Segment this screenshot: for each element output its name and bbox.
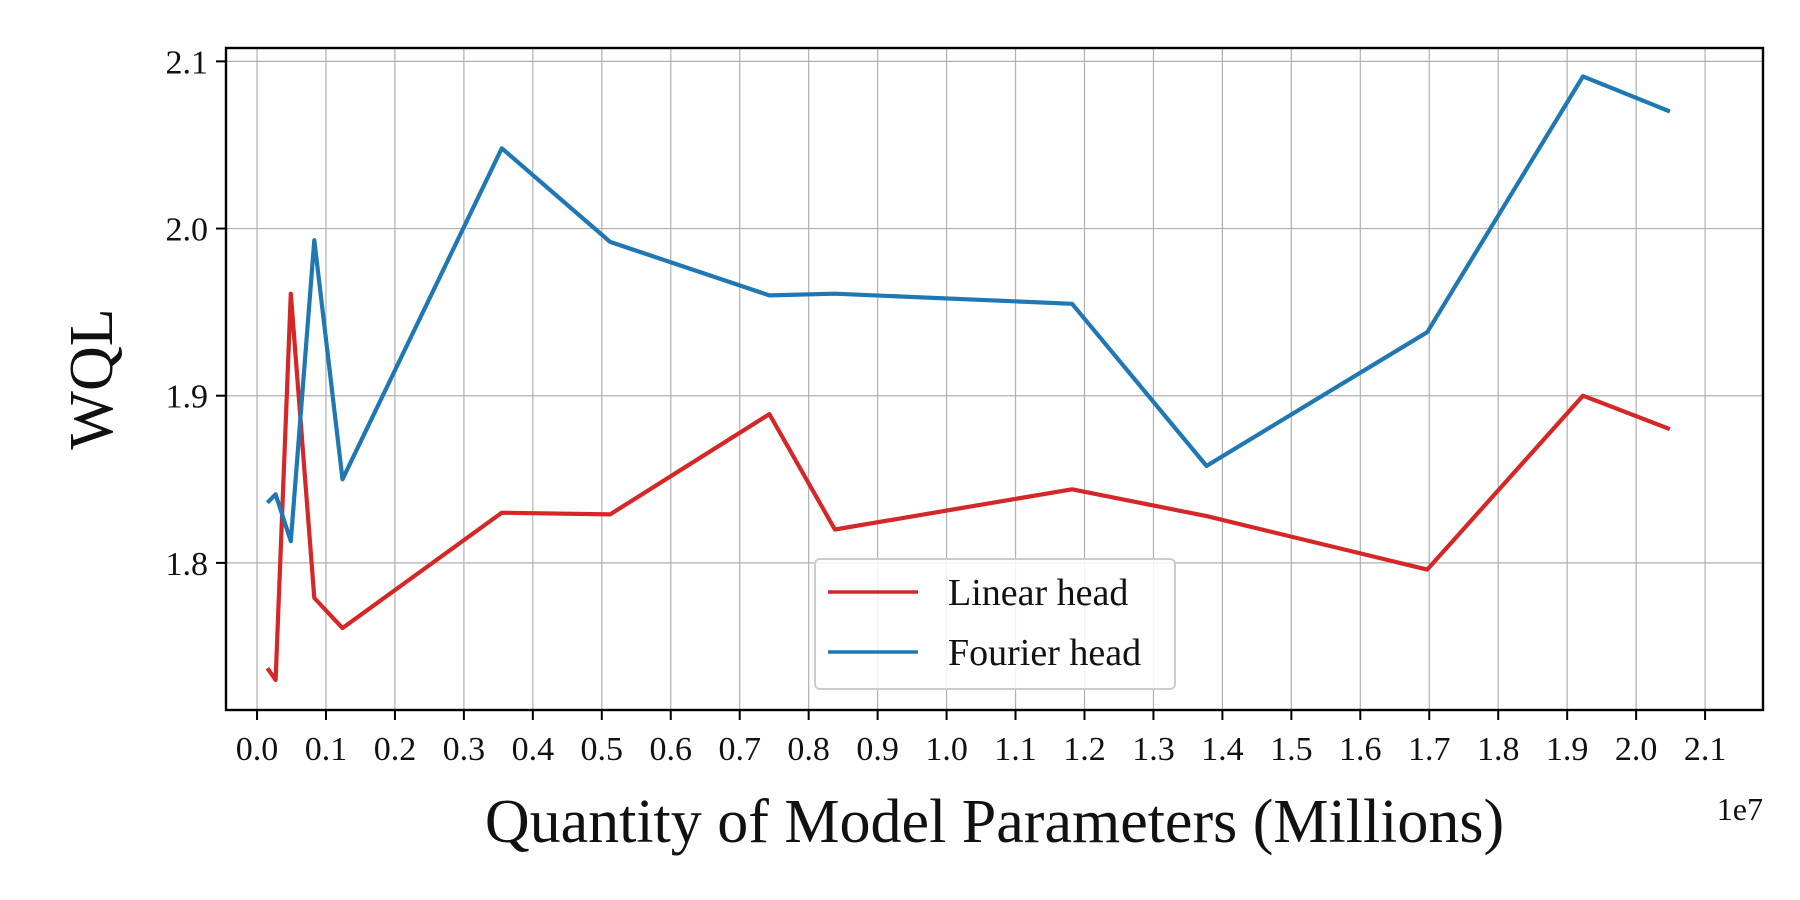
x-tick-label: 0.7 [718,731,761,768]
legend-label-linear-head: Linear head [948,572,1128,614]
series-line-linear-head [265,291,1671,683]
x-axis-ticks: 0.0 0.1 0.2 0.3 0.4 0.5 0.6 0.7 0.8 0.9 1.0 1.1 1.2 1… [236,710,1727,768]
y-axis-label: WQL [58,308,126,449]
x-tick-label: 0.4 [512,731,555,768]
x-tick-label: 1.3 [1132,731,1175,768]
x-tick-label: 0.8 [787,731,830,768]
x-tick-label: 1.4 [1201,731,1244,768]
x-tick-label: 1.8 [1477,731,1520,768]
legend: Linear head Fourier head [814,558,1176,690]
series-line-fourier-head [265,74,1671,544]
x-tick-label: 1.6 [1339,731,1382,768]
plot-frame [224,46,1765,712]
y-tick-label: 1.8 [166,546,209,583]
legend-label-fourier-head: Fourier head [948,632,1141,674]
x-tick-label: 0.9 [856,731,899,768]
x-tick-label: 0.2 [374,731,417,768]
x-axis-offset-label: 1e7 [1717,791,1763,827]
y-axis-ticks: 1.8 1.9 2.0 2.1 [166,44,226,583]
x-tick-label: 1.1 [994,731,1037,768]
x-tick-label: 1.0 [925,731,968,768]
x-tick-label: 0.1 [305,731,348,768]
x-tick-label: 1.7 [1408,731,1451,768]
x-tick-label: 0.6 [650,731,693,768]
x-tick-label: 1.2 [1063,731,1106,768]
x-tick-label: 0.0 [236,731,279,768]
y-tick-label: 2.1 [166,44,209,81]
series-lines [265,74,1671,683]
y-tick-label: 1.9 [166,379,209,416]
x-tick-label: 2.1 [1684,731,1727,768]
x-tick-label: 1.5 [1270,731,1313,768]
x-tick-label: 1.9 [1546,731,1589,768]
x-axis-label: Quantity of Model Parameters (Millions) [485,788,1504,856]
x-tick-label: 0.3 [443,731,486,768]
y-tick-label: 2.0 [166,212,209,249]
x-tick-label: 2.0 [1615,731,1658,768]
x-tick-label: 0.5 [581,731,624,768]
